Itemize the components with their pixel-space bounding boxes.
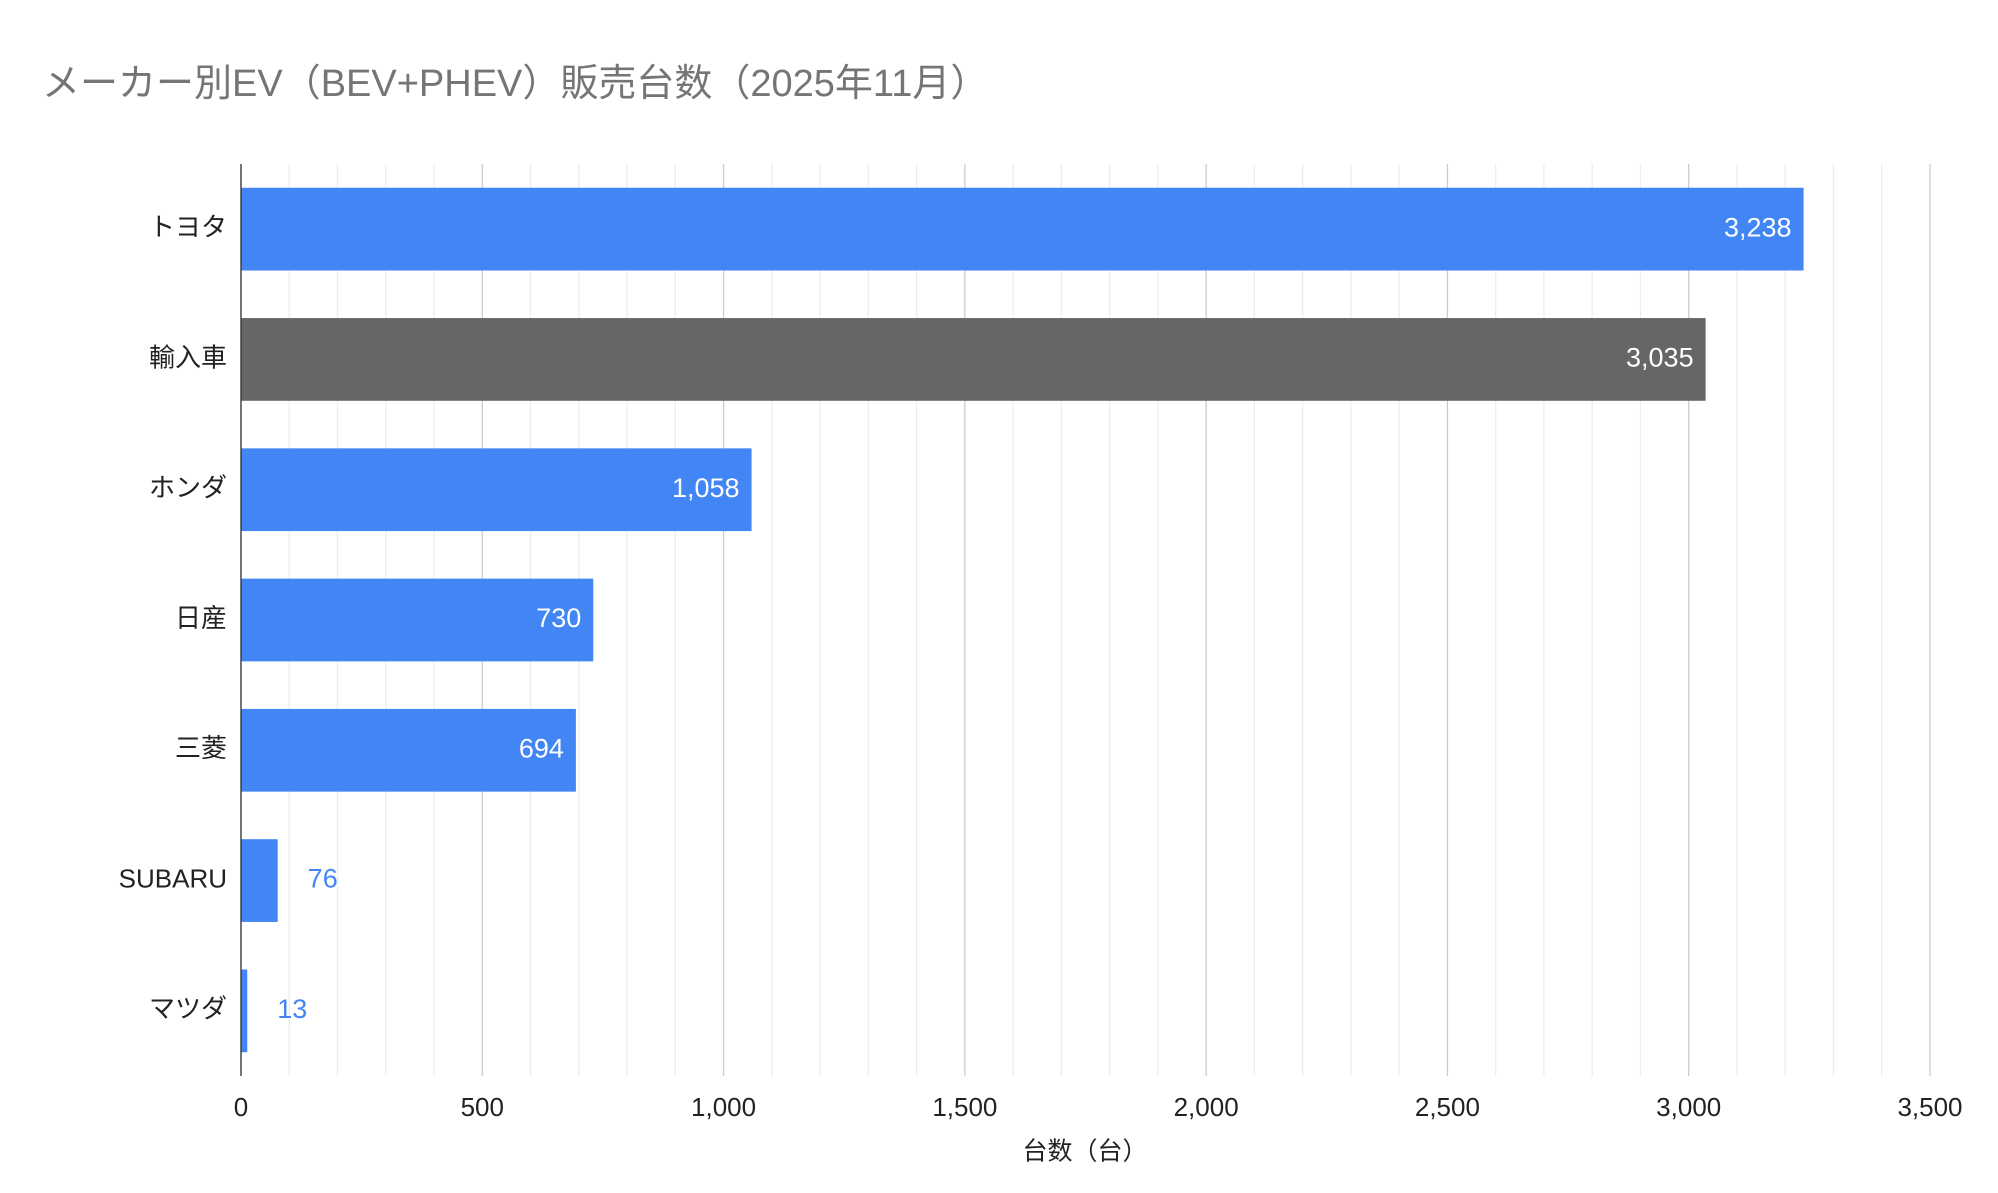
bar [241,187,1804,271]
data-label: 730 [536,603,581,633]
bar [241,839,278,922]
bar [241,708,576,792]
chart-title: メーカー別EV（BEV+PHEV）販売台数（2025年11月） [42,63,988,105]
x-tick-label: 500 [461,1092,504,1122]
data-label: 3,238 [1724,212,1792,242]
bar [241,318,1706,401]
x-tick-label: 2,000 [1174,1092,1239,1122]
data-label: 76 [308,864,338,894]
x-axis-label: 台数（台） [1022,1138,1147,1166]
y-tick-label: SUBARU [119,863,227,893]
y-tick-label: 日産 [175,603,227,633]
data-label: 13 [277,994,307,1024]
bar [241,578,594,662]
x-tick-label: 1,500 [932,1092,997,1122]
x-tick-label: 1,000 [691,1092,756,1122]
x-tick-label: 2,500 [1415,1092,1480,1122]
y-tick-label: ホンダ [149,473,227,503]
y-tick-label: トヨタ [149,212,227,242]
data-label: 1,058 [672,473,740,503]
y-tick-label: 三菱 [175,733,227,763]
data-label: 3,035 [1626,343,1694,373]
bar [241,448,752,532]
data-label: 694 [519,733,564,763]
x-tick-label: 0 [234,1092,248,1122]
bar [241,969,248,1053]
y-tick-label: 輸入車 [149,342,227,372]
y-tick-label: マツダ [149,994,227,1024]
x-tick-label: 3,000 [1656,1092,1721,1122]
x-tick-label: 3,500 [1897,1092,1962,1122]
